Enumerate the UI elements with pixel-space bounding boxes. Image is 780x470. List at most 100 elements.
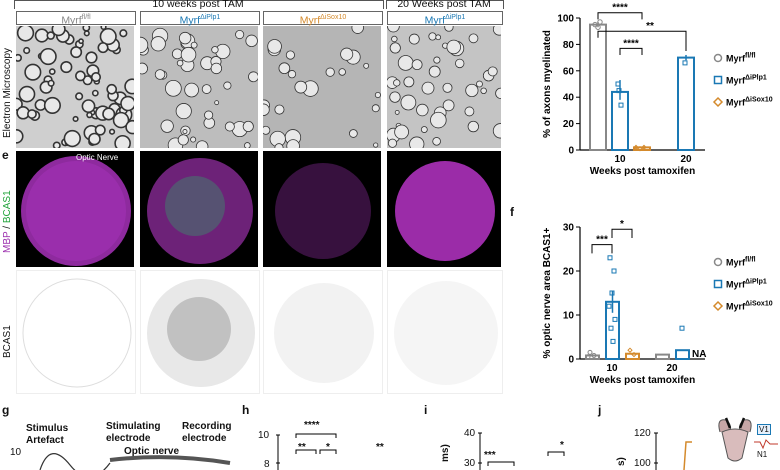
header-bracket-20w [386,0,504,9]
legend-label: MyrfΔiSox10 [726,301,773,312]
axon-ring [23,46,31,55]
column-title-sox10: MyrfΔiSox10 [263,11,383,27]
column-title-plp1: MyrfΔiPlp1 [140,11,260,27]
axon-ring [204,110,214,120]
axon-ring [182,129,188,135]
j-tick-100: 100 [634,458,651,469]
data-point [591,352,597,358]
axon-ring [224,121,235,132]
stimulating-label: Stimulating [106,421,161,432]
data-point [592,21,598,28]
legend-sup: ΔiPlp1 [745,279,767,286]
y-tick-label: 0 [568,146,574,157]
axon-ring [340,47,354,61]
row-label-mbp-bcas1: MBP / BCAS1 [2,190,13,253]
axon-ring [85,51,98,64]
j-ylabel: s) [616,457,627,466]
recording-label: Recording [182,421,232,432]
h-sig-3: * [326,442,330,453]
data-point [587,349,593,355]
axon-ring [374,91,381,99]
legend-label: Myrffl/fl [726,257,756,268]
axon-ring [285,50,295,60]
axon-ring [492,123,501,139]
axon-ring [351,26,364,34]
axon-ring [387,26,400,33]
axon-ring [94,124,106,136]
panel-letter-e: e [2,148,9,162]
axon-ring [90,72,102,83]
legend-marker [713,279,723,289]
stimulus-label: Stimulus [26,423,69,434]
axon-ring [389,91,401,103]
i-tick-40: 40 [464,428,476,439]
axon-ring [263,125,271,135]
axon-ring [371,104,380,113]
y-tick-label: 100 [557,14,574,25]
axon-ring [120,95,134,112]
h-axis [276,433,337,470]
axon-ring [177,134,189,146]
axon-ring [267,39,282,54]
axon-ring [190,41,198,49]
em-image-sox10 [263,26,381,148]
fluor-image-sox10 [263,151,381,267]
data-point [597,19,603,25]
axon-ring [435,34,442,41]
axon-ring [160,119,174,133]
axon-ring [211,46,219,54]
axon-ring [16,53,22,62]
axon-ring [387,138,398,148]
axon-ring [210,62,223,75]
y-tick-label: 10 [563,311,575,322]
axon-ring [468,33,479,44]
sig-label: **** [612,3,628,14]
axon-ring [176,59,184,67]
x-tick-label: 20 [680,154,692,165]
bcas1-image-plp1 [140,270,260,394]
axon-ring [420,126,428,133]
bar [675,349,690,360]
column-title-floxed: Myrffl/fl [16,11,136,27]
axon-ring [467,120,479,133]
sig-bracket [611,228,633,238]
h-sig-1: **** [304,420,320,431]
axon-ring [47,79,55,87]
panel-letter-i: i [424,403,428,417]
axon-ring [78,38,84,45]
axon-ring [140,36,149,54]
i-tick-30: 30 [464,458,476,469]
data-point [610,338,616,344]
axon-ring [389,42,401,54]
data-point [607,255,613,261]
axon-ring [180,46,197,63]
legend-label: MyrfΔiPlp1 [726,279,767,290]
axon-ring [294,80,308,94]
axon-ring [102,107,116,121]
y-axis-label: % optic nerve area BCAS1+ [542,227,553,358]
bar [655,353,670,361]
legend-sup: fl/fl [745,53,756,60]
recording-electrode-label: electrode [182,433,227,444]
panel-letter-j: j [598,403,602,417]
axon-ring [171,48,183,60]
axon-ring [278,62,291,75]
axon-ring [421,81,435,95]
v1-trace [754,439,778,450]
j-axis [654,432,692,470]
axon-ring [393,79,401,87]
axon-ring [391,35,398,43]
axon-ring [165,79,182,97]
row-label-bcas1: BCAS1 [2,325,13,358]
axon-ring [245,34,258,48]
mouse-head-diagram [718,417,752,462]
axon-ring [363,62,370,69]
stimulating-electrode-label: electrode [106,433,151,444]
sig-bracket [597,12,643,20]
data-point [585,354,591,360]
axon-ring [16,128,24,144]
axon-ring [287,70,297,79]
chart-myelinated: 0 20 40 60 80 100 % of axons myelinated Weeks p… [542,3,773,177]
h-tick-10: 10 [258,430,270,441]
data-point [612,316,618,322]
